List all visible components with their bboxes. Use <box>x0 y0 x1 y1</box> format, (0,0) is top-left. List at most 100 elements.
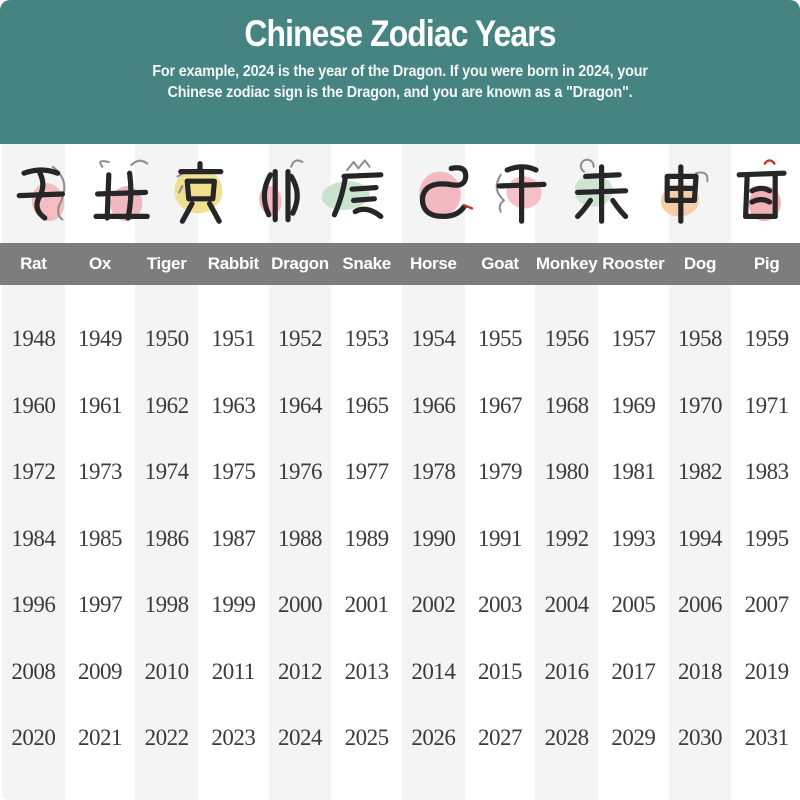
year-cell: 1990 <box>411 525 456 551</box>
year-cell: 1997 <box>77 592 122 618</box>
zodiac-name-label: Rabbit <box>207 254 259 273</box>
year-cell: 1987 <box>211 525 256 551</box>
year-cell: 1963 <box>211 392 256 418</box>
zodiac-name-label: Pig <box>753 254 780 273</box>
zodiac-name-label: Dog <box>683 254 717 273</box>
year-cell: 1965 <box>344 392 389 418</box>
zodiac-name-label: Snake <box>342 254 391 273</box>
year-cell: 2007 <box>744 592 789 618</box>
year-cell: 1976 <box>277 459 322 485</box>
year-cell: 2000 <box>277 592 322 618</box>
tiger-icon <box>160 144 240 243</box>
year-cell: 1961 <box>77 392 122 418</box>
zodiac-name-label: Rat <box>20 254 47 273</box>
zodiac-name-label: Rooster <box>602 254 665 273</box>
year-cell: 2030 <box>677 725 722 751</box>
horse-icon <box>480 144 560 243</box>
year-cell: 1982 <box>677 459 722 485</box>
zodiac-name-label: Dragon <box>271 254 329 273</box>
year-cell: 1988 <box>277 525 322 551</box>
year-row: 1996 1997 1998 1999 2000 2001 2002 2003 2004 2005… <box>0 572 800 639</box>
year-cell: 1995 <box>744 525 789 551</box>
year-cell: 2003 <box>477 592 522 618</box>
zodiac-table: Rat Ox Tiger Rabbit Dragon Snake Horse Goat Monk… <box>0 144 800 800</box>
ox-icon <box>80 144 160 243</box>
zodiac-icon-row <box>0 144 800 243</box>
year-cell: 1973 <box>77 459 122 485</box>
year-cell: 2008 <box>11 658 56 684</box>
year-cell: 2002 <box>411 592 456 618</box>
year-cell: 1984 <box>11 525 56 551</box>
year-cell: 1998 <box>144 592 189 618</box>
header-banner: Chinese Zodiac Years For example, 2024 i… <box>0 0 800 144</box>
year-cell: 1974 <box>144 459 189 485</box>
year-cell: 1967 <box>477 392 522 418</box>
year-cell: 1978 <box>411 459 456 485</box>
zodiac-name-bar: Rat Ox Tiger Rabbit Dragon Snake Horse Goat Monk… <box>0 243 800 285</box>
year-cell: 1992 <box>544 525 589 551</box>
year-cell: 2017 <box>611 658 656 684</box>
subtitle-line-2: Chinese zodiac sign is the Dragon, and y… <box>167 84 633 101</box>
year-cell: 2005 <box>611 592 656 618</box>
year-cell: 2028 <box>544 725 589 751</box>
year-cell: 2013 <box>344 658 389 684</box>
zodiac-name-label: Ox <box>88 254 112 273</box>
year-cell: 1952 <box>277 326 322 352</box>
subtitle: For example, 2024 is the year of the Dra… <box>28 61 772 103</box>
year-cell: 1969 <box>611 392 656 418</box>
year-cell: 2019 <box>744 658 789 684</box>
year-row: 2020 2021 2022 2023 2024 2025 2026 2027 2028 2029… <box>0 705 800 772</box>
year-grid: 1948 1949 1950 1951 1952 1953 1954 1955 1956 1957… <box>0 285 800 772</box>
year-cell: 2016 <box>544 658 589 684</box>
year-cell: 1996 <box>11 592 56 618</box>
year-cell: 2029 <box>611 725 656 751</box>
page-title: Chinese Zodiac Years <box>244 13 556 54</box>
rat-icon <box>0 144 80 243</box>
year-cell: 1983 <box>744 459 789 485</box>
year-cell: 2015 <box>477 658 522 684</box>
zodiac-name-label: Horse <box>409 254 457 273</box>
year-cell: 1994 <box>677 525 722 551</box>
year-row: 1972 1973 1974 1975 1976 1977 1978 1979 1980 1981… <box>0 439 800 506</box>
year-cell: 1951 <box>211 326 256 352</box>
year-cell: 2010 <box>144 658 189 684</box>
year-cell: 2014 <box>411 658 456 684</box>
year-cell: 1981 <box>611 459 656 485</box>
year-row: 1984 1985 1986 1987 1988 1989 1990 1991 1992 1993… <box>0 506 800 573</box>
year-cell: 1991 <box>477 525 522 551</box>
zodiac-name-label: Monkey <box>535 254 598 273</box>
year-cell: 1999 <box>211 592 256 618</box>
year-cell: 2001 <box>344 592 389 618</box>
year-cell: 2022 <box>144 725 189 751</box>
year-cell: 1970 <box>677 392 722 418</box>
year-cell: 1958 <box>677 326 722 352</box>
year-cell: 1972 <box>11 459 56 485</box>
year-cell: 1979 <box>477 459 522 485</box>
monkey-icon <box>640 144 720 243</box>
goat-icon <box>560 144 640 243</box>
rabbit-icon <box>240 144 320 243</box>
year-cell: 1980 <box>544 459 589 485</box>
year-cell: 2018 <box>677 658 722 684</box>
year-cell: 1950 <box>144 326 189 352</box>
year-row: 1948 1949 1950 1951 1952 1953 1954 1955 1956 1957… <box>0 306 800 373</box>
year-cell: 2020 <box>11 725 56 751</box>
dragon-icon <box>320 144 400 243</box>
year-cell: 1960 <box>11 392 56 418</box>
year-cell: 1948 <box>11 326 56 352</box>
year-cell: 2009 <box>77 658 122 684</box>
year-cell: 1959 <box>744 326 789 352</box>
snake-icon <box>400 144 480 243</box>
year-cell: 1954 <box>411 326 456 352</box>
year-cell: 2011 <box>211 658 256 684</box>
year-cell: 2012 <box>277 658 322 684</box>
year-cell: 1985 <box>77 525 122 551</box>
year-cell: 2025 <box>344 725 389 751</box>
year-cell: 2006 <box>677 592 722 618</box>
year-cell: 1955 <box>477 326 522 352</box>
year-cell: 1975 <box>211 459 256 485</box>
year-cell: 1989 <box>344 525 389 551</box>
year-cell: 1977 <box>344 459 389 485</box>
year-cell: 1964 <box>277 392 322 418</box>
